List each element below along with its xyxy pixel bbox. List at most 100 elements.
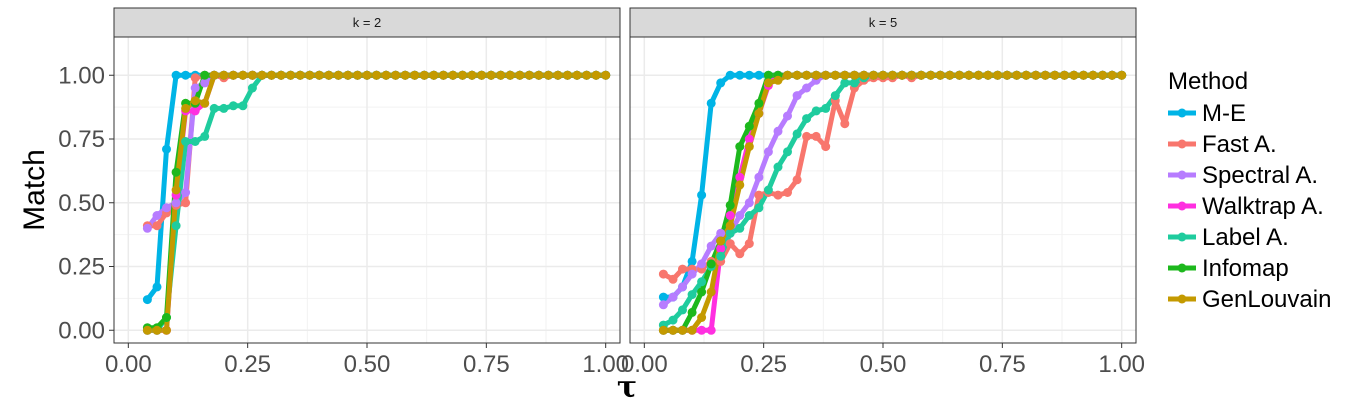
series-line-fast-a- (660, 72, 1125, 282)
data-point (869, 70, 878, 80)
data-point (830, 91, 840, 101)
data-point (209, 70, 219, 80)
data-point (563, 70, 572, 80)
legend-key-point (1177, 108, 1187, 118)
data-point (763, 70, 773, 80)
data-point (697, 190, 707, 200)
legend-key-point (1177, 201, 1187, 211)
data-point (190, 137, 200, 146)
data-point (668, 325, 678, 335)
data-point (763, 147, 773, 157)
data-point (333, 70, 343, 80)
data-point (802, 114, 812, 124)
data-point (821, 70, 831, 80)
data-point (658, 325, 668, 335)
data-point (792, 129, 802, 139)
data-point (467, 70, 477, 80)
data-point (725, 239, 735, 249)
legend-label: Fast A. (1202, 131, 1277, 158)
data-point (716, 78, 726, 88)
data-point (572, 70, 582, 80)
data-point (744, 134, 754, 144)
data-point (142, 223, 152, 233)
data-point (247, 70, 257, 80)
data-point (802, 70, 812, 80)
data-point (200, 131, 210, 141)
data-point (238, 101, 248, 111)
data-point (735, 70, 745, 80)
data-point (429, 70, 439, 80)
y-tick-label: 0.75 (58, 126, 105, 153)
data-point (687, 269, 697, 279)
legend-item: GenLouvain (1168, 286, 1331, 313)
data-point (735, 211, 745, 220)
data-point (200, 98, 210, 108)
data-point (181, 188, 191, 197)
data-point (954, 70, 964, 80)
x-tick-label: 0.50 (344, 351, 391, 378)
data-point (773, 162, 783, 172)
data-point (754, 109, 764, 118)
data-point (754, 70, 764, 80)
legend-key-point (1177, 294, 1187, 304)
data-point (658, 269, 668, 279)
legend-label: Label A. (1202, 224, 1289, 251)
data-point (744, 70, 754, 80)
legend-label: Walktrap A. (1202, 193, 1324, 220)
data-point (697, 287, 707, 297)
data-point (802, 83, 812, 93)
data-point (802, 131, 812, 141)
data-point (754, 98, 764, 108)
data-point (276, 70, 286, 80)
data-point (687, 290, 697, 300)
data-point (678, 325, 687, 335)
data-point (353, 70, 362, 80)
data-point (1040, 70, 1050, 80)
x-tick-label: 1.00 (582, 351, 629, 378)
legend-label: M-E (1202, 100, 1246, 127)
legend-key-point (1177, 232, 1187, 242)
legend-item: Fast A. (1168, 131, 1277, 158)
data-point (792, 70, 802, 80)
data-point (181, 137, 191, 146)
data-point (678, 282, 687, 292)
data-point (171, 185, 181, 195)
x-axis-title: τ (617, 370, 637, 403)
data-point (391, 70, 401, 80)
data-point (926, 70, 936, 80)
data-point (744, 211, 754, 220)
data-point (181, 70, 191, 80)
data-point (735, 249, 745, 259)
data-point (1031, 70, 1041, 80)
data-point (716, 228, 726, 238)
data-point (658, 292, 668, 302)
data-point (496, 70, 506, 80)
data-point (907, 70, 917, 80)
legend-items: M-E Fast A. Spectral A. Walktrap A. Label A.… (1168, 100, 1331, 313)
data-point (305, 70, 315, 80)
legend-label: Spectral A. (1202, 162, 1318, 189)
data-point (830, 70, 840, 80)
data-point (993, 70, 1003, 80)
data-point (945, 70, 955, 80)
data-point (372, 70, 381, 80)
data-point (152, 211, 162, 220)
data-point (773, 75, 783, 85)
data-point (524, 70, 534, 80)
data-point (658, 300, 668, 310)
data-point (668, 292, 678, 302)
data-point (1012, 70, 1022, 80)
data-point (706, 259, 716, 269)
data-point (171, 167, 181, 177)
data-point (783, 70, 792, 80)
data-point (773, 126, 783, 136)
data-point (142, 325, 152, 335)
data-point (343, 70, 353, 80)
data-point (1069, 70, 1079, 80)
x-tick-label: 0.25 (224, 351, 271, 378)
data-point (735, 223, 745, 233)
data-point (219, 70, 229, 80)
data-point (697, 313, 707, 322)
data-point (735, 172, 745, 182)
legend-label: GenLouvain (1202, 286, 1331, 313)
